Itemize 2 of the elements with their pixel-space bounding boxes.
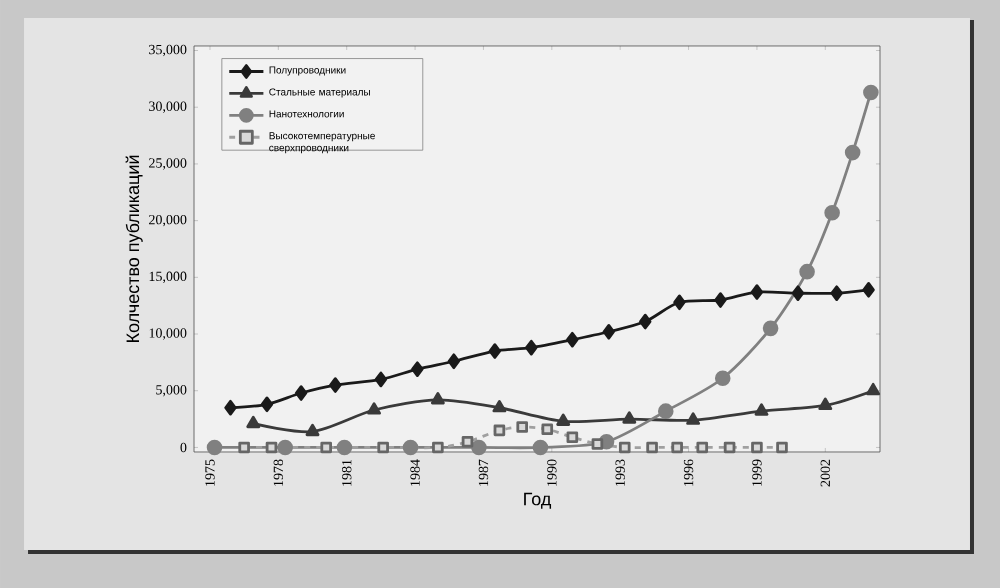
y-axis-title: Колчество публикаций xyxy=(125,155,143,342)
x-axis-title: Год xyxy=(524,492,552,509)
